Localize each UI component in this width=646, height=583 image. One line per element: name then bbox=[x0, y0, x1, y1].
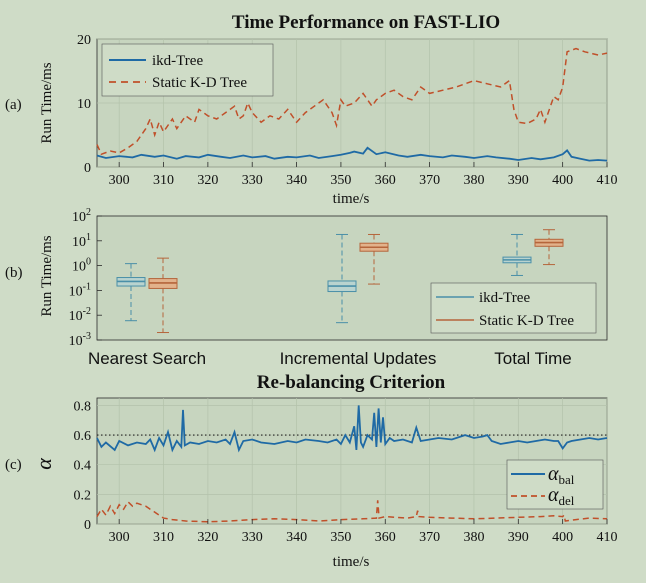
panel-c-ylabel: α bbox=[31, 458, 56, 470]
panel-a-xtick-label: 410 bbox=[597, 173, 618, 188]
panel-a-xtick-label: 390 bbox=[508, 173, 529, 188]
panel-c-series-alpha-del bbox=[96, 500, 608, 523]
panel-c-legend-bal: αbal bbox=[548, 463, 575, 487]
panel-b-legend-static: Static K-D Tree bbox=[479, 313, 574, 329]
panel-b-box-static-kd-tree bbox=[534, 229, 564, 266]
panel-c-legend-bal-symbol: α bbox=[548, 463, 559, 485]
panel-b-box-ikd-tree bbox=[327, 233, 357, 324]
panel-a-xtick-label: 400 bbox=[552, 173, 573, 188]
panel-c-ytick-label: 0.2 bbox=[74, 488, 92, 503]
panel-c-xtick-label: 300 bbox=[109, 530, 130, 545]
panel-c-legend-del-symbol: α bbox=[548, 484, 559, 506]
panel-c-legend: αbal αdel bbox=[506, 459, 604, 510]
panel-b-box-static-kd-tree bbox=[359, 233, 389, 285]
panel-c-yticks: 0 0.2 0.4 0.6 0.8 bbox=[74, 399, 92, 533]
panel-b-legend: ikd-Tree Static K-D Tree bbox=[430, 282, 597, 334]
panel-c-ytick-label: 0.6 bbox=[74, 429, 92, 444]
panel-b-category-label: Total Time bbox=[494, 349, 571, 368]
panel-c-xtick-label: 320 bbox=[197, 530, 218, 545]
panel-c-series-alpha-bal bbox=[96, 405, 608, 453]
panel-a: Time Performance on FAST-LIO (a) Run Tim… bbox=[5, 12, 618, 207]
panel-c-label: (c) bbox=[5, 457, 22, 473]
panel-a-ytick-label: 10 bbox=[77, 97, 91, 112]
panel-a-ytick-label: 20 bbox=[77, 33, 91, 48]
panel-a-ylabel: Run Time/ms bbox=[39, 62, 55, 143]
panel-a-yticks: 0 10 20 bbox=[77, 33, 91, 176]
panel-a-series-static-kd-tree bbox=[96, 47, 608, 156]
panel-a-legend-box bbox=[101, 43, 274, 97]
panel-a-series-ikd-tree bbox=[96, 146, 608, 162]
panel-c-ytick-label: 0.8 bbox=[74, 399, 92, 414]
panel-a-legend: ikd-Tree Static K-D Tree bbox=[101, 43, 274, 97]
panel-b-label: (b) bbox=[5, 265, 23, 281]
panel-c-legend-box bbox=[506, 459, 604, 510]
panel-b-legend-ikd: ikd-Tree bbox=[479, 290, 530, 306]
panel-c-xtick-label: 380 bbox=[463, 530, 484, 545]
panel-b-boxes bbox=[116, 229, 564, 334]
panel-b-category-label: Nearest Search bbox=[88, 349, 206, 368]
panel-c-series bbox=[96, 405, 608, 523]
panel-a-xtick-label: 300 bbox=[109, 173, 130, 188]
panel-a-legend-static: Static K-D Tree bbox=[152, 75, 247, 91]
panel-c-legend-bal-subscript: bal bbox=[559, 472, 575, 487]
panel-c-xtick-label: 410 bbox=[597, 530, 618, 545]
panel-c-xtick-label: 400 bbox=[552, 530, 573, 545]
panel-c: Re-balancing Criterion (c) α time/s 300 3… bbox=[5, 372, 618, 570]
panel-b-box-ikd-tree bbox=[502, 233, 532, 276]
panel-a-label: (a) bbox=[5, 97, 22, 113]
panel-a-xtick-label: 350 bbox=[330, 173, 351, 188]
panel-b-category-label: Incremental Updates bbox=[280, 349, 437, 368]
panel-a-series bbox=[96, 47, 608, 162]
panel-a-legend-ikd: ikd-Tree bbox=[152, 53, 203, 69]
panel-b-category-labels: Nearest Search Incremental Updates Total T… bbox=[88, 349, 572, 368]
panel-c-xtick-label: 360 bbox=[375, 530, 396, 545]
panel-c-ytick-label: 0 bbox=[84, 518, 91, 533]
panel-a-xtick-label: 380 bbox=[463, 173, 484, 188]
panel-b-ylabel: Run Time/ms bbox=[39, 235, 55, 316]
panel-a-xtick-label: 320 bbox=[197, 173, 218, 188]
panel-c-xtick-label: 390 bbox=[508, 530, 529, 545]
panel-a-xtick-label: 310 bbox=[153, 173, 174, 188]
panel-c-xticks: 300 310 320 330 340 350 360 370 380 390 400 410 bbox=[109, 519, 618, 545]
panel-c-legend-del: αdel bbox=[548, 484, 575, 508]
panel-c-xtick-label: 370 bbox=[419, 530, 440, 545]
panel-c-xtick-label: 330 bbox=[242, 530, 263, 545]
panel-b-box-ikd-tree bbox=[116, 263, 146, 322]
panel-a-title: Time Performance on FAST-LIO bbox=[232, 12, 500, 33]
panel-a-xtick-label: 340 bbox=[286, 173, 307, 188]
panel-b-box-static-kd-tree bbox=[148, 257, 178, 334]
panel-c-xtick-label: 340 bbox=[286, 530, 307, 545]
panel-c-xtick-label: 310 bbox=[153, 530, 174, 545]
panel-c-xlabel: time/s bbox=[333, 554, 370, 570]
panel-c-legend-del-subscript: del bbox=[559, 493, 575, 508]
panel-a-xtick-label: 370 bbox=[419, 173, 440, 188]
panel-a-grid bbox=[97, 38, 608, 168]
panel-c-title: Re-balancing Criterion bbox=[257, 372, 446, 393]
panel-a-xtick-label: 330 bbox=[242, 173, 263, 188]
panel-c-ytick-label: 0.4 bbox=[74, 459, 92, 474]
panel-a-xticks: 300 310 320 330 340 350 360 370 380 390 400 410 bbox=[109, 162, 618, 188]
panel-a-xtick-label: 360 bbox=[375, 173, 396, 188]
panel-c-xtick-label: 350 bbox=[330, 530, 351, 545]
panel-a-xlabel: time/s bbox=[333, 191, 370, 207]
panel-b-legend-box bbox=[430, 282, 597, 334]
panel-a-ytick-label: 0 bbox=[84, 161, 91, 176]
